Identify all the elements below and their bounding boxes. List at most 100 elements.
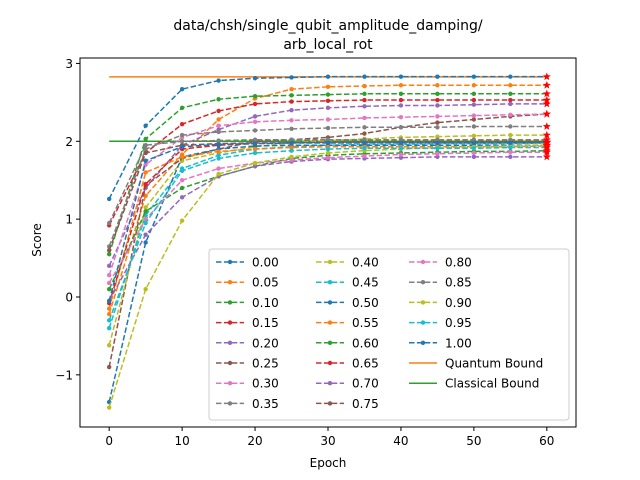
series-4-point-10 xyxy=(471,102,477,107)
series-3-point-7 xyxy=(362,97,367,103)
legend-label-21: Quantum Bound xyxy=(445,357,543,371)
legend-label-3: 0.15 xyxy=(252,316,279,330)
series-6-point-0 xyxy=(106,272,112,278)
series-0-point-1 xyxy=(143,123,148,128)
series-0-point-10 xyxy=(471,74,477,79)
series-12-point-1 xyxy=(143,209,148,214)
series-4-point-7 xyxy=(362,104,367,109)
series-6-point-10 xyxy=(471,113,477,118)
y-tick-label-1: 0 xyxy=(65,290,73,304)
plot-area: 0 10 20 30 40 50 60 −1 0 1 2 3 xyxy=(55,57,577,448)
series-18-point-0 xyxy=(106,405,112,410)
series-16-point-0 xyxy=(106,280,112,286)
series-3-point-3 xyxy=(216,108,221,114)
series-16-point-3 xyxy=(216,166,221,171)
series-17-point-0 xyxy=(106,220,112,226)
series-7-point-6 xyxy=(325,125,331,131)
legend-marker-0 xyxy=(227,259,233,265)
series-19-point-10 xyxy=(471,146,477,151)
legend-marker-16 xyxy=(420,259,426,265)
series-1-point-10 xyxy=(471,83,477,88)
series-9-point-0 xyxy=(106,325,112,331)
series-7-point-8 xyxy=(398,125,404,130)
series-11-point-0 xyxy=(106,306,112,311)
series-18-point-2 xyxy=(179,218,185,223)
series-17-point-1 xyxy=(143,142,148,148)
series-1-point-9 xyxy=(435,83,440,88)
series-20-point-3 xyxy=(216,142,221,147)
series-20-point-4 xyxy=(252,141,258,146)
series-7-point-5 xyxy=(289,126,294,132)
series-20-final-star xyxy=(542,138,551,147)
series-10-point-1 xyxy=(143,240,148,245)
legend-marker-17 xyxy=(420,280,426,285)
legend-marker-2 xyxy=(227,300,233,305)
series-0-point-6 xyxy=(325,74,331,79)
x-tick-label-1: 10 xyxy=(174,434,189,448)
series-3-point-2 xyxy=(179,121,185,127)
series-7-point-9 xyxy=(435,125,440,130)
series-11-point-2 xyxy=(179,154,185,160)
series-14-point-9 xyxy=(435,154,440,160)
y-tick-label-4: 3 xyxy=(65,57,73,71)
series-6-point-4 xyxy=(252,119,258,125)
series-15-point-0 xyxy=(106,248,112,253)
legend: 0.00 0.05 0.10 0.15 0.20 0.25 0.30 0.35 0.40 0.45… xyxy=(208,248,570,421)
series-14-point-8 xyxy=(398,155,404,160)
series-2-point-3 xyxy=(216,97,221,102)
series-19-point-5 xyxy=(289,148,294,153)
legend-label-18: 0.90 xyxy=(445,296,472,310)
series-8-point-10 xyxy=(471,133,477,139)
series-20-point-11 xyxy=(508,140,513,146)
series-20-point-2 xyxy=(179,144,185,149)
x-axis-label: Epoch xyxy=(310,456,347,470)
series-7-final-star xyxy=(542,122,551,130)
series-19-point-1 xyxy=(143,220,148,226)
series-0-point-7 xyxy=(362,74,367,79)
series-3-point-10 xyxy=(471,97,477,103)
series-0-point-5 xyxy=(289,75,294,80)
series-6-final-star xyxy=(542,109,551,118)
series-18-point-6 xyxy=(325,150,331,156)
series-7-point-10 xyxy=(471,124,477,129)
series-6-point-8 xyxy=(398,114,404,120)
series-19-point-7 xyxy=(362,146,367,151)
legend-marker-20 xyxy=(420,340,426,345)
series-2-final-star xyxy=(542,89,551,98)
series-17-point-2 xyxy=(179,139,185,144)
series-4-point-5 xyxy=(289,107,294,113)
series-18-point-5 xyxy=(289,154,294,160)
series-0-point-2 xyxy=(179,86,185,92)
series-19-point-2 xyxy=(179,168,185,174)
legend-marker-11 xyxy=(327,320,333,325)
series-8-final-star xyxy=(542,130,551,139)
series-17-point-6 xyxy=(325,137,331,142)
series-2-point-0 xyxy=(106,251,112,257)
series-4-point-6 xyxy=(325,105,331,111)
legend-box xyxy=(208,248,570,421)
series-6-point-9 xyxy=(435,114,440,119)
legend-label-15: 0.75 xyxy=(352,397,379,411)
legend-label-20: 1.00 xyxy=(445,336,472,350)
series-2-point-9 xyxy=(435,91,440,97)
series-4-final-star xyxy=(542,99,551,108)
series-20-point-0 xyxy=(106,298,112,304)
series-16-point-2 xyxy=(179,178,185,183)
series-17-point-9 xyxy=(435,137,440,142)
series-13-point-1 xyxy=(143,181,148,187)
series-19-point-3 xyxy=(216,156,221,161)
series-18-point-3 xyxy=(216,171,221,177)
legend-label-12: 0.60 xyxy=(352,336,379,350)
series-0-point-11 xyxy=(508,74,513,79)
x-tick-label-5: 50 xyxy=(466,434,481,448)
legend-label-11: 0.55 xyxy=(352,316,379,330)
series-18-point-4 xyxy=(252,160,258,166)
series-6-point-6 xyxy=(325,117,331,122)
series-2-point-6 xyxy=(325,92,331,97)
series-19-final-star xyxy=(542,143,551,151)
legend-marker-12 xyxy=(327,340,333,345)
legend-marker-10 xyxy=(327,300,333,305)
x-tick-label-6: 60 xyxy=(539,434,554,448)
y-tick-label-3: 2 xyxy=(65,135,73,149)
